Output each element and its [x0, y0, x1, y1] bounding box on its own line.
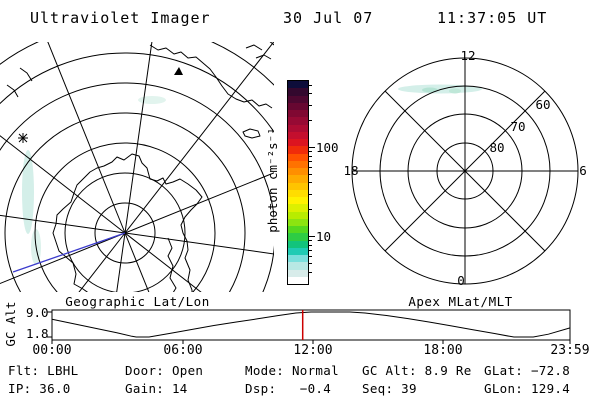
airglow-smudge: [22, 150, 34, 234]
mlt-label-12: 12: [460, 48, 475, 63]
mlt-label-6: 6: [579, 163, 587, 178]
meridian-lines: [0, 42, 274, 292]
colorbar-tick-10: 10: [316, 229, 332, 244]
star-marker-icon: [18, 133, 28, 143]
xtick-1800: 18:00: [423, 343, 463, 358]
ytick-9.0: 9.0: [26, 305, 49, 320]
station-marker-icon: [174, 67, 183, 75]
status-ip: IP: 36.0: [8, 381, 71, 396]
status-glat: GLat: −72.8: [484, 363, 571, 378]
xtick-1200: 12:00: [293, 343, 333, 358]
mlat-label-70: 70: [510, 119, 525, 134]
mlt-label-18: 18: [343, 163, 358, 178]
status-gcalt: GC Alt: 8.9 Re: [362, 363, 472, 378]
mlt-spokes: [352, 58, 578, 284]
colorbar-tick-100: 100: [316, 140, 339, 155]
aurora-smudge: [398, 84, 482, 94]
latitude-circles: [0, 42, 274, 292]
chart-yticks: [47, 311, 52, 338]
mlat-mlt-dial: 12 18 6 0 80 70 60: [343, 48, 587, 288]
altitude-curve: [51, 311, 570, 338]
time-readout: 11:37:05 UT: [437, 9, 548, 27]
chart-xticks: [51, 340, 571, 344]
antarctica-coastline: [52, 153, 203, 292]
coastline-detail: [167, 237, 177, 292]
xtick-0000: 00:00: [32, 343, 72, 358]
status-glon: GLon: 129.4: [484, 381, 571, 396]
status-gain: Gain: 14: [125, 381, 188, 396]
geographic-caption: Geographic Lat/Lon: [65, 294, 210, 309]
coastline-fragments: [6, 44, 273, 139]
aurora-smudge: [422, 87, 438, 93]
chart-frame: [51, 309, 571, 341]
xtick-2359: 23:59: [550, 343, 590, 358]
aurora-smudge: [449, 88, 461, 94]
status-dsp: Dsp: −0.4: [245, 381, 332, 396]
colorbar-units-label: photon cm⁻²s⁻¹: [265, 127, 280, 233]
orbit-track-line: [12, 232, 126, 273]
airglow-smudge: [138, 96, 166, 104]
status-door: Door: Open: [125, 363, 204, 378]
status-mode: Mode: Normal: [245, 363, 339, 378]
ytick-1.8: 1.8: [26, 326, 49, 341]
gc-alt-axis-label: GC Alt: [3, 301, 18, 347]
instrument-title: Ultraviolet Imager: [30, 9, 211, 27]
status-seq: Seq: 39: [362, 381, 417, 396]
apex-caption: Apex MLat/MLT: [408, 294, 513, 309]
geographic-map: [0, 42, 274, 292]
mlat-label-60: 60: [535, 97, 550, 112]
mlat-label-80: 80: [489, 140, 504, 155]
date-readout: 30 Jul 07: [283, 9, 374, 27]
altitude-strip-chart: [47, 309, 571, 344]
status-flt: Flt: LBHL: [8, 363, 79, 378]
xtick-0600: 06:00: [163, 343, 203, 358]
colorbar-gradient: [287, 80, 309, 285]
mlt-label-0: 0: [457, 273, 465, 288]
